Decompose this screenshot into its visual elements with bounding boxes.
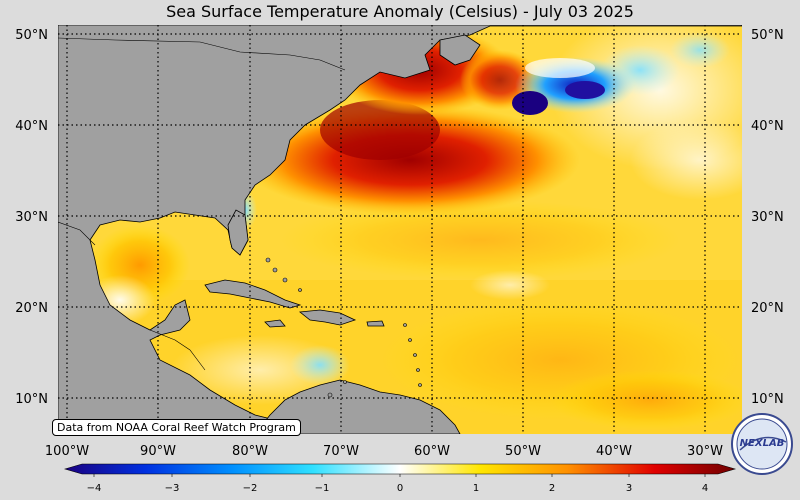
- lat-label: 50°N: [15, 28, 48, 43]
- lon-label: 30°W: [687, 444, 723, 459]
- lon-label: 100°W: [45, 444, 89, 459]
- colorbar-tick: −3: [165, 483, 180, 494]
- cuba: [204, 279, 302, 309]
- lon-label: 50°W: [505, 444, 541, 459]
- lat-label: 40°N: [15, 119, 48, 134]
- data-credit: Data from NOAA Coral Reef Watch Program: [52, 419, 301, 436]
- colorbar-tick: 2: [549, 483, 555, 494]
- north-america: [58, 25, 742, 434]
- logo-text: NEXLAB: [740, 438, 785, 449]
- puerto-rico: [366, 320, 385, 327]
- lat-label: 30°N: [751, 210, 784, 225]
- lat-label: 10°N: [15, 392, 48, 407]
- lat-label: 10°N: [751, 392, 784, 407]
- lat-label: 50°N: [751, 28, 784, 43]
- colorbar-tick: −4: [87, 483, 102, 494]
- lon-label: 60°W: [414, 444, 450, 459]
- latitude-labels-right: 50°N 40°N 30°N 20°N 10°N: [751, 28, 784, 407]
- jamaica: [264, 319, 286, 328]
- newfoundland: [439, 34, 481, 66]
- colorbar-tick: −1: [315, 483, 330, 494]
- lat-label: 20°N: [751, 301, 784, 316]
- lat-label: 40°N: [751, 119, 784, 134]
- colorbar-tick: 1: [473, 483, 479, 494]
- map-title: Sea Surface Temperature Anomaly (Celsius…: [166, 2, 634, 21]
- colorbar-tick: −2: [243, 483, 258, 494]
- graticule: [58, 25, 742, 434]
- land-masses: [58, 25, 742, 434]
- florida: [227, 209, 249, 256]
- island-chain: [265, 257, 422, 398]
- lon-label: 70°W: [323, 444, 359, 459]
- lat-label: 20°N: [15, 301, 48, 316]
- political-boundaries: [58, 37, 346, 371]
- lon-label: 90°W: [140, 444, 176, 459]
- lat-label: 30°N: [15, 210, 48, 225]
- longitude-labels: 100°W 90°W 80°W 70°W 60°W 50°W 40°W 30°W: [45, 444, 723, 459]
- colorbar: −4 −3 −2 −1 0 1 2 3 4: [63, 463, 737, 494]
- south-america: [254, 379, 461, 434]
- colorbar-tick: 4: [702, 483, 708, 494]
- lon-label: 40°W: [596, 444, 632, 459]
- nexlab-logo: NEXLAB: [731, 413, 793, 475]
- colorbar-tick: 0: [397, 483, 403, 494]
- colorbar-tick: 3: [626, 483, 632, 494]
- colorbar-gradient: [63, 463, 737, 475]
- lon-label: 80°W: [232, 444, 268, 459]
- latitude-labels-left: 50°N 40°N 30°N 20°N 10°N: [15, 28, 48, 407]
